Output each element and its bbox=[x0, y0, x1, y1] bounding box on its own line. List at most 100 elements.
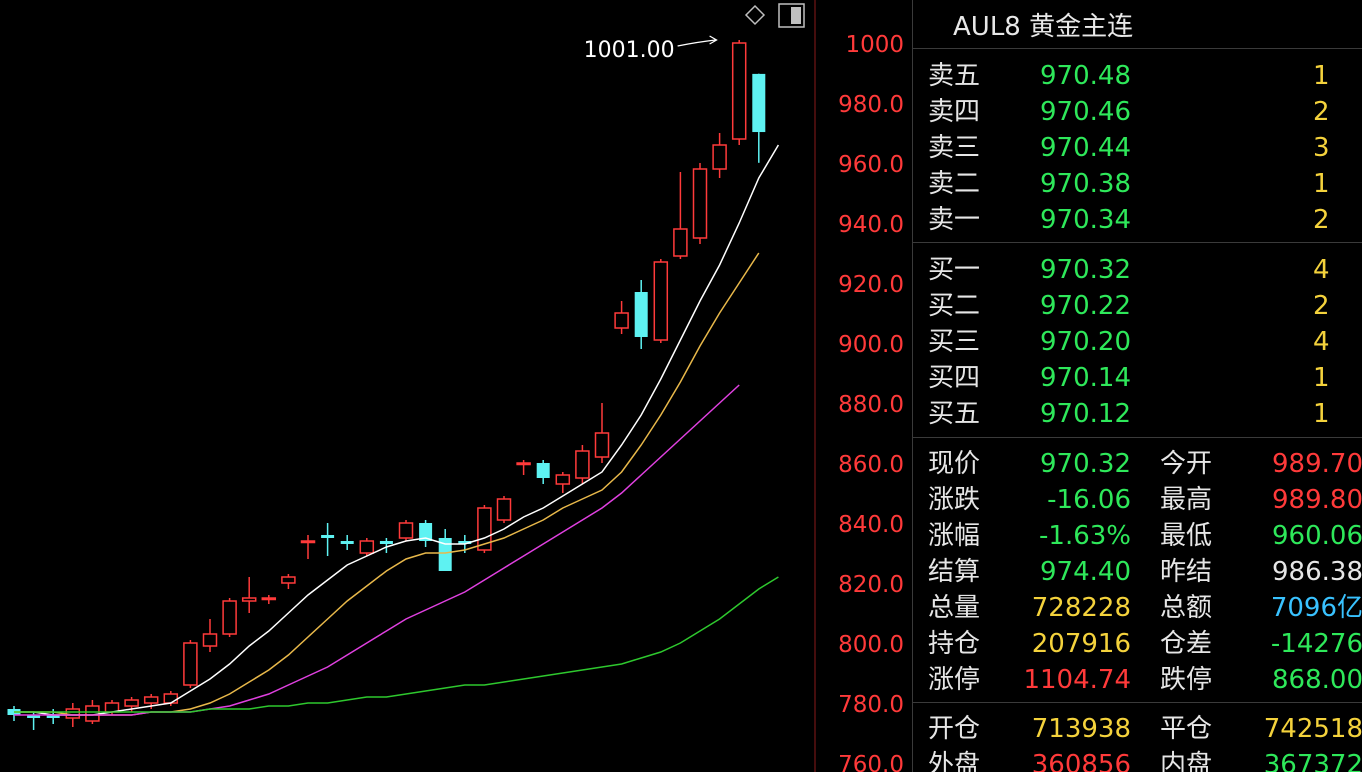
ask-price: 970.46 bbox=[1040, 97, 1131, 127]
ask-price: 970.34 bbox=[1040, 205, 1131, 235]
candle bbox=[555, 472, 571, 493]
bid-price: 970.20 bbox=[1040, 327, 1131, 357]
quote-row: 卖一 970.34 2 bbox=[913, 202, 1362, 238]
bid-level-label: 买二 bbox=[928, 291, 981, 321]
ask-volume: 3 bbox=[1313, 133, 1330, 163]
y-tick-label: 980.0 bbox=[838, 92, 904, 118]
candle bbox=[594, 403, 610, 463]
stat-label: 今开 bbox=[1160, 449, 1213, 479]
candle bbox=[241, 577, 257, 613]
candle bbox=[300, 535, 316, 559]
bid-price: 970.14 bbox=[1040, 363, 1131, 393]
bid-level-label: 买一 bbox=[928, 255, 981, 285]
stat-label: 仓差 bbox=[1160, 629, 1213, 659]
candle bbox=[261, 595, 277, 604]
stat-value: 986.38 bbox=[1272, 557, 1362, 587]
bid-price: 970.22 bbox=[1040, 291, 1131, 321]
moving-average-line bbox=[14, 144, 780, 716]
instrument-name: 黄金主连 bbox=[1029, 12, 1134, 42]
stat-value: 713938 bbox=[1031, 714, 1131, 744]
candle bbox=[202, 619, 218, 652]
quote-panel: AUL8 黄金主连 卖五 970.48 1 卖四 970.46 2 卖三 970.44 3 卖二 9… bbox=[912, 0, 1362, 772]
candle bbox=[281, 574, 296, 589]
candle bbox=[222, 598, 237, 637]
candle bbox=[359, 538, 375, 556]
instrument-symbol: AUL8 bbox=[953, 12, 1021, 42]
stat-label: 内盘 bbox=[1160, 750, 1213, 772]
stat-label: 涨停 bbox=[928, 665, 981, 695]
candle bbox=[419, 520, 433, 547]
ask-volume: 1 bbox=[1313, 61, 1330, 91]
stat-value: 868.00 bbox=[1272, 665, 1362, 695]
diamond-icon[interactable] bbox=[744, 4, 766, 26]
stat-label: 结算 bbox=[928, 557, 981, 587]
bid-volume: 1 bbox=[1313, 363, 1330, 393]
candle bbox=[712, 133, 727, 178]
quote-row: 开仓 713938 平仓 742518 bbox=[913, 711, 1362, 747]
ask-volume: 2 bbox=[1313, 97, 1330, 127]
ask-level-label: 卖五 bbox=[928, 61, 981, 91]
instrument-title: AUL8 黄金主连 bbox=[953, 6, 1133, 43]
candle bbox=[458, 535, 472, 553]
candle bbox=[340, 535, 354, 550]
candle bbox=[692, 163, 708, 244]
stat-label: 昨结 bbox=[1160, 557, 1213, 587]
ask-price: 970.38 bbox=[1040, 169, 1131, 199]
bid-level-label: 买四 bbox=[928, 363, 981, 393]
quote-row: 买一 970.32 4 bbox=[913, 252, 1362, 288]
annotation-arrowhead bbox=[709, 35, 718, 45]
quote-row: 总量 728228 总额 7096亿 bbox=[913, 590, 1362, 626]
candle bbox=[653, 259, 669, 343]
y-tick-label: 940.0 bbox=[838, 212, 904, 238]
quote-row: 现价 970.32 今开 989.70 bbox=[913, 446, 1362, 482]
candle bbox=[516, 460, 531, 475]
annotation-arrow bbox=[677, 39, 716, 47]
divider bbox=[913, 48, 1362, 49]
stat-value: 960.06 bbox=[1272, 521, 1362, 551]
quote-row: 卖三 970.44 3 bbox=[913, 130, 1362, 166]
stat-value: 974.40 bbox=[1040, 557, 1131, 587]
high-annotation-label: 1001.00 bbox=[584, 38, 675, 63]
stat-label: 现价 bbox=[928, 449, 981, 479]
candle bbox=[496, 496, 512, 523]
ask-level-label: 卖一 bbox=[928, 205, 981, 235]
bid-volume: 2 bbox=[1313, 291, 1330, 321]
stat-label: 最低 bbox=[1160, 521, 1213, 551]
quote-row: 涨跌 -16.06 最高 989.80 bbox=[913, 482, 1362, 518]
stat-label: 平仓 bbox=[1160, 714, 1213, 744]
quote-row: 外盘 360856 内盘 367372 bbox=[913, 747, 1362, 772]
candle bbox=[183, 640, 198, 688]
y-tick-label: 880.0 bbox=[838, 392, 904, 418]
divider bbox=[913, 437, 1362, 438]
ask-level-label: 卖四 bbox=[928, 97, 981, 127]
ask-level-label: 卖二 bbox=[928, 169, 981, 199]
ask-price: 970.44 bbox=[1040, 133, 1131, 163]
y-tick-label: 760.0 bbox=[838, 752, 904, 772]
candle bbox=[321, 523, 335, 556]
high-annotation: 1001.00 bbox=[584, 35, 718, 63]
stat-value: 728228 bbox=[1031, 593, 1131, 623]
stat-label: 涨跌 bbox=[928, 485, 981, 515]
stat-value: -14276 bbox=[1270, 629, 1362, 659]
y-tick-label: 840.0 bbox=[838, 512, 904, 538]
candle bbox=[673, 172, 688, 259]
candle bbox=[752, 73, 766, 163]
quote-row: 买五 970.12 1 bbox=[913, 396, 1362, 432]
ask-volume: 2 bbox=[1313, 205, 1330, 235]
candlestick-chart: 1000 980.0 960.0 940.0 920.0 900.0 880.0 860.0 8… bbox=[7, 0, 904, 772]
stat-label: 持仓 bbox=[928, 629, 981, 659]
y-tick-label: 1000 bbox=[845, 32, 904, 58]
quote-row: 卖四 970.46 2 bbox=[913, 94, 1362, 130]
stat-label: 涨幅 bbox=[928, 521, 981, 551]
stat-value: 207916 bbox=[1031, 629, 1131, 659]
y-tick-label: 920.0 bbox=[838, 272, 904, 298]
bid-level-label: 买五 bbox=[928, 399, 981, 429]
panel-toggle-icon[interactable] bbox=[778, 3, 805, 28]
stat-value: -1.63% bbox=[1039, 521, 1131, 551]
stat-value: 1104.74 bbox=[1023, 665, 1131, 695]
stat-value: 989.80 bbox=[1272, 485, 1362, 515]
moving-average-line bbox=[14, 384, 740, 716]
bid-volume: 1 bbox=[1313, 399, 1330, 429]
y-tick-label: 820.0 bbox=[838, 572, 904, 598]
candles-group bbox=[7, 40, 766, 730]
